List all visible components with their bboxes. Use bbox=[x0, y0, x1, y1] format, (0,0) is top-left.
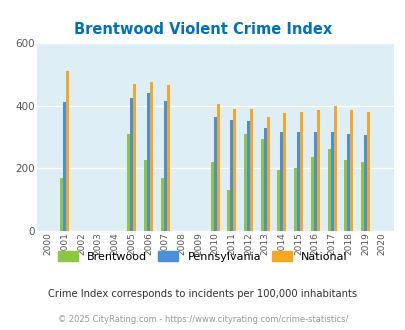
Text: Brentwood Violent Crime Index: Brentwood Violent Crime Index bbox=[74, 22, 331, 37]
Bar bbox=[127, 134, 130, 231]
Bar bbox=[363, 135, 366, 231]
Bar bbox=[227, 190, 230, 231]
Bar bbox=[283, 114, 286, 231]
Bar bbox=[163, 101, 166, 231]
Bar bbox=[149, 82, 153, 231]
Bar bbox=[166, 85, 169, 231]
Bar bbox=[143, 160, 147, 231]
Bar bbox=[243, 134, 247, 231]
Bar bbox=[316, 110, 319, 231]
Bar bbox=[60, 178, 63, 231]
Bar bbox=[299, 112, 303, 231]
Bar bbox=[233, 109, 236, 231]
Bar bbox=[327, 149, 330, 231]
Bar bbox=[366, 112, 369, 231]
Bar bbox=[147, 93, 149, 231]
Bar bbox=[346, 134, 350, 231]
Legend: Brentwood, Pennsylvania, National: Brentwood, Pennsylvania, National bbox=[54, 247, 351, 267]
Bar bbox=[260, 139, 263, 231]
Bar bbox=[280, 132, 283, 231]
Bar bbox=[213, 116, 216, 231]
Bar bbox=[263, 128, 266, 231]
Bar bbox=[160, 178, 163, 231]
Bar bbox=[130, 98, 133, 231]
Bar bbox=[63, 103, 66, 231]
Bar bbox=[210, 162, 213, 231]
Bar bbox=[230, 120, 233, 231]
Bar bbox=[294, 168, 296, 231]
Bar bbox=[330, 132, 333, 231]
Bar bbox=[277, 170, 280, 231]
Bar bbox=[313, 132, 316, 231]
Bar bbox=[133, 84, 136, 231]
Bar bbox=[66, 71, 69, 231]
Bar bbox=[247, 121, 249, 231]
Bar bbox=[343, 160, 346, 231]
Text: Crime Index corresponds to incidents per 100,000 inhabitants: Crime Index corresponds to incidents per… bbox=[48, 289, 357, 299]
Bar bbox=[216, 104, 219, 231]
Bar bbox=[249, 109, 252, 231]
Bar bbox=[333, 106, 336, 231]
Bar bbox=[350, 110, 352, 231]
Bar bbox=[266, 116, 269, 231]
Bar bbox=[360, 162, 363, 231]
Bar bbox=[310, 157, 313, 231]
Bar bbox=[296, 132, 299, 231]
Text: © 2025 CityRating.com - https://www.cityrating.com/crime-statistics/: © 2025 CityRating.com - https://www.city… bbox=[58, 315, 347, 324]
